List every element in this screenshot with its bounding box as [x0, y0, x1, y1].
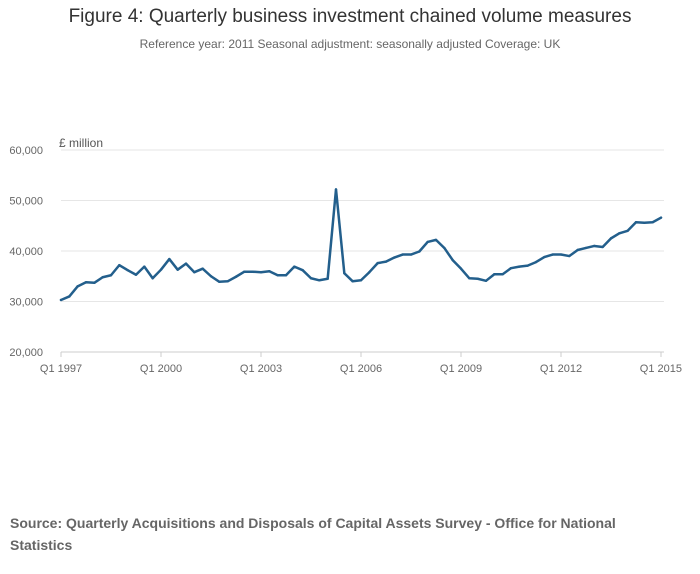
data-point: Q4 2008: 38200 — [451, 258, 454, 262]
data-point: Q3 2010: 36600 — [509, 266, 513, 270]
data-point: Q3 1998: 35200 — [109, 274, 113, 277]
x-tick-label: Q1 2006 — [340, 363, 382, 375]
data-point: Q2 2011: 37800 — [534, 260, 538, 264]
data-point: Q2 2006: 35800 — [368, 271, 371, 274]
data-point: Q1 2001: 35800 — [193, 271, 196, 274]
data-point: Q4 2011: 39300 — [551, 253, 554, 256]
source-note: Source: Quarterly Acquisitions and Dispo… — [10, 515, 616, 553]
data-point: Q1 2006: 34200 — [359, 279, 363, 282]
data-point: Q4 2012: 40600 — [584, 246, 588, 250]
data-point: Q1 2000: 36300 — [159, 268, 163, 271]
data-point: Q1 2003: 35800 — [259, 271, 263, 274]
x-tick-label: Q1 2012 — [540, 363, 582, 375]
data-point: Q2 2000: 38400 — [168, 257, 171, 261]
data-point: Q4 2014: 45700 — [651, 221, 654, 224]
data-point: Q4 1997: 33800 — [84, 281, 88, 284]
data-point: Q3 2002: 35900 — [243, 270, 246, 273]
data-point: Q4 2004: 34200 — [318, 279, 321, 282]
data-point: Q1 2007: 38700 — [393, 256, 396, 259]
x-tick-label: Q1 2003 — [240, 363, 282, 375]
y-tick-label: 50,000 — [9, 196, 43, 208]
data-point: Q2 2009: 34600 — [468, 277, 471, 280]
data-point: Q1 2005: 34500 — [326, 277, 329, 280]
x-tick-label: Q1 2015 — [640, 363, 682, 375]
x-tick-label: Q1 2009 — [440, 363, 482, 375]
data-point: Q4 2009: 34100 — [484, 279, 488, 282]
data-point: Q3 2005: 35600 — [343, 272, 346, 275]
series-points: Q1 1997: 30300 Q2 1997: 31000 Q3 1997: 330… — [59, 188, 663, 302]
data-point: Q4 2003: 35200 — [284, 274, 288, 277]
series-line — [59, 188, 663, 302]
data-point: Q2 2004: 36200 — [301, 268, 304, 272]
y-tick-label: 20,000 — [9, 347, 43, 359]
data-point: Q2 2008: 42200 — [434, 238, 438, 242]
x-axis-ticks: Q1 1997 Q1 2000 Q1 2003 Q1 2006 Q1 2009 Q1 20… — [40, 352, 682, 375]
data-point: Q4 2013: 43500 — [618, 232, 621, 235]
y-axis-unit-label: £ million — [59, 136, 103, 150]
data-point: Q2 2005: 52200 — [334, 188, 338, 191]
data-point: Q1 2010: 35400 — [493, 273, 496, 276]
data-point: Q2 2014: 45700 — [634, 221, 638, 224]
data-point: Q1 2009: 36500 — [459, 267, 463, 270]
y-tick-label: 30,000 — [9, 297, 43, 309]
y-tick-label: 40,000 — [9, 246, 43, 258]
data-point: Q3 2003: 35200 — [276, 274, 279, 277]
data-point: Q2 1999: 35300 — [134, 273, 138, 276]
data-point: Q3 2009: 34500 — [476, 277, 479, 280]
data-point: Q1 1997: 30300 — [59, 298, 63, 302]
data-point: Q2 2012: 39000 — [568, 254, 571, 258]
y-axis-ticks: 20,000 30,000 40,000 50,000 60,000 — [9, 145, 43, 359]
data-point: Q2 2001: 36500 — [201, 267, 204, 270]
data-point: Q3 2007: 39300 — [409, 253, 413, 256]
data-point: Q2 1997: 31000 — [68, 295, 71, 298]
data-point: Q3 2011: 38800 — [543, 255, 546, 259]
data-point: Q1 2011: 37100 — [526, 264, 529, 267]
data-point: Q2 2007: 39300 — [401, 253, 404, 256]
chart-subtitle: Reference year: 2011 Seasonal adjustment… — [139, 37, 561, 51]
data-point: Q2 2010: 35400 — [501, 273, 504, 276]
data-point: Q2 1998: 34800 — [101, 276, 104, 279]
data-point: Q1 2004: 36900 — [293, 265, 296, 268]
data-point: Q4 1999: 34600 — [151, 277, 154, 280]
data-point: Q3 2004: 34600 — [309, 277, 313, 280]
chart-title: Figure 4: Quarterly business investment … — [68, 6, 632, 27]
data-point: Q3 2001: 35000 — [209, 275, 213, 278]
data-point: Q2 2003: 36000 — [268, 270, 271, 273]
data-point: Q3 1997: 33000 — [76, 285, 79, 288]
data-point: Q3 2013: 42500 — [609, 237, 613, 240]
gridlines — [61, 149, 664, 302]
data-point: Q3 2008: 40600 — [443, 246, 446, 250]
y-tick-label: 60,000 — [9, 145, 43, 157]
data-point: Q1 1999: 36200 — [126, 268, 129, 272]
x-tick-label: Q1 1997 — [40, 363, 82, 375]
data-point: Q4 2005: 34000 — [351, 280, 354, 283]
data-point: Q1 2002: 34000 — [226, 280, 229, 283]
series-line-group — [59, 188, 663, 302]
data-point: Q1 2008: 41800 — [426, 240, 429, 244]
data-point: Q4 1998: 37200 — [118, 263, 121, 267]
data-point: Q4 2002: 35900 — [251, 270, 254, 273]
data-point: Q3 2006: 37600 — [376, 261, 379, 265]
data-point: Q1 2012: 39300 — [559, 253, 563, 256]
data-point: Q4 2000: 37500 — [184, 262, 188, 265]
data-point: Q3 2012: 40200 — [576, 248, 579, 252]
data-point: Q1 2015: 46600 — [659, 216, 663, 219]
data-point: Q1 2014: 44000 — [626, 229, 629, 232]
data-point: Q3 2014: 45600 — [643, 221, 646, 224]
data-point: Q4 2001: 33900 — [218, 280, 221, 284]
data-point: Q4 2006: 37900 — [384, 260, 388, 263]
data-point: Q3 1999: 36900 — [143, 265, 146, 268]
data-point: Q4 2007: 39900 — [418, 250, 421, 253]
data-point: Q2 2002: 34900 — [234, 275, 238, 278]
data-point: Q4 2010: 36900 — [518, 265, 521, 268]
data-point: Q1 1998: 33700 — [93, 281, 96, 285]
data-point: Q1 2013: 41000 — [593, 244, 596, 248]
data-point: Q3 2000: 36300 — [176, 268, 179, 271]
x-tick-label: Q1 2000 — [140, 363, 182, 375]
data-point: Q2 2013: 40800 — [601, 245, 604, 249]
